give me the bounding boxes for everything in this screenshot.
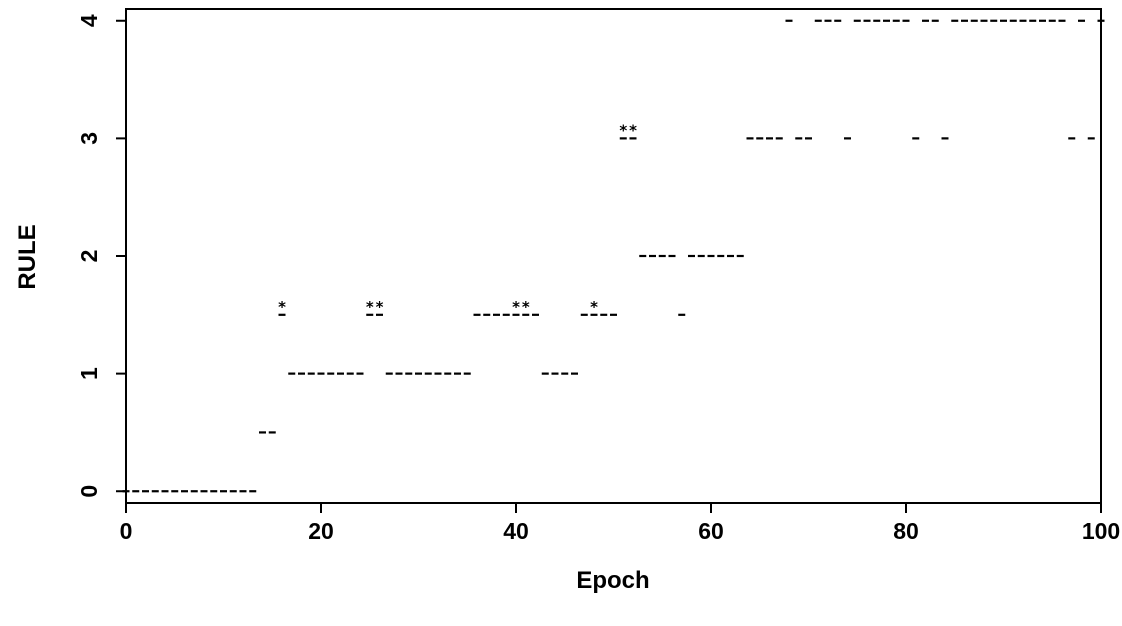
x-axis-title: Epoch [576, 567, 649, 594]
plot-frame [125, 8, 1102, 504]
x-axis: 0 20 40 60 80 100 [120, 503, 1120, 544]
star-marker: * [278, 298, 286, 316]
y-axis-title: RULE [14, 224, 41, 289]
star-marker: * [512, 298, 520, 316]
y-tick-label: 1 [76, 367, 102, 380]
x-tick-label: 60 [698, 518, 724, 544]
star-marker: * [619, 121, 627, 139]
star-marker: * [522, 298, 530, 316]
star-marker: * [376, 298, 384, 316]
star-marker: * [629, 121, 637, 139]
x-tick-label: 0 [120, 518, 133, 544]
x-tick-label: 40 [503, 518, 529, 544]
star-marker: * [366, 298, 374, 316]
x-tick-label: 20 [308, 518, 334, 544]
y-axis: 0 1 2 3 4 [76, 14, 126, 498]
y-tick-label: 2 [76, 250, 102, 263]
x-tick-label: 100 [1082, 518, 1120, 544]
y-tick-label: 3 [76, 132, 102, 145]
y-tick-label: 4 [76, 14, 102, 27]
y-tick-label: 0 [76, 485, 102, 498]
star-marker: * [590, 298, 598, 316]
data-marks: * * * * * ** * [122, 19, 1105, 493]
x-tick-label: 80 [893, 518, 919, 544]
